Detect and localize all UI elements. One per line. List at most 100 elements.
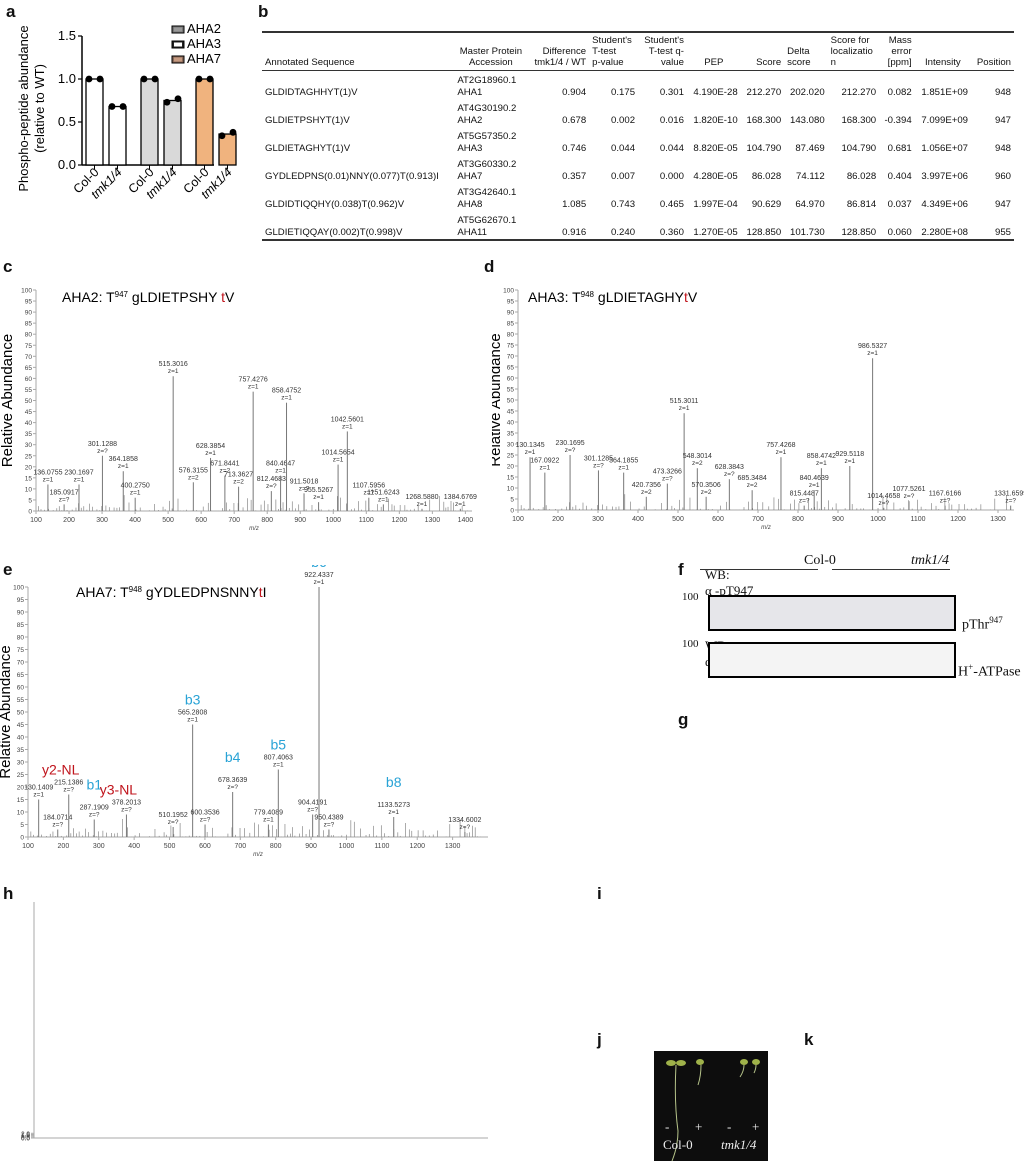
y-tick-label: 1.0 xyxy=(21,1133,30,1140)
cell-score: 212.270 xyxy=(746,86,782,98)
peak-label: 628.3843 xyxy=(715,464,744,471)
seedling-root-tmk-iaa xyxy=(753,1064,757,1074)
y-tick-label: 80 xyxy=(17,635,25,642)
panel-f-western-blot: WB: α -pT947 WB: α-AHA2-Cat Col-0 tmk1/4… xyxy=(682,553,1024,685)
peak-label: 840.4639 xyxy=(800,475,829,482)
y-tick-label: 20 xyxy=(507,464,515,471)
peak-charge: z=? xyxy=(1005,498,1016,505)
peak-charge: z=? xyxy=(63,787,74,794)
cell-position: 947 xyxy=(994,114,1011,126)
spectrum-title: AHA7: T948 gYDLEDPNSNNYtI xyxy=(76,584,267,600)
peak-charge: z=? xyxy=(593,462,604,469)
x-tick-label: 1300 xyxy=(990,516,1006,523)
y-tick-label: 75 xyxy=(17,647,25,654)
peak-charge: z=? xyxy=(565,447,576,454)
panel-label-k: k xyxy=(804,1030,814,1049)
column-header-line: error xyxy=(891,46,912,58)
cell-annotated-sequence: GLDIDTAGHHYT(1)V xyxy=(265,86,358,98)
column-header-line: Student's xyxy=(644,35,684,46)
title-superscript: 948 xyxy=(581,290,595,299)
peak-charge: z=? xyxy=(299,485,310,492)
column-header-line: Delta xyxy=(787,46,810,58)
wb1-label: WB: α -pT947 xyxy=(705,567,753,600)
data-point xyxy=(96,75,104,83)
photo-label-minus-1: - xyxy=(665,1119,670,1134)
peak-label: 911.5018 xyxy=(290,478,319,485)
y-tick-label: 75 xyxy=(507,343,515,350)
y-tick-label: 90 xyxy=(25,310,33,317)
y-tick-label: 40 xyxy=(507,420,515,427)
panel-label-g: g xyxy=(678,710,689,729)
column-header-line: Accession xyxy=(469,57,513,69)
y-tick-label: 100 xyxy=(21,288,32,295)
y-tick-label: 40 xyxy=(17,735,25,742)
photo-j-seedlings: - + - + Col-0 tmk1/4 xyxy=(654,1051,768,1162)
cell-intensity: 7.099E+09 xyxy=(921,114,968,126)
x-tick-label: 900 xyxy=(294,517,306,524)
x-tick-label: 400 xyxy=(129,517,141,524)
cell-position: 948 xyxy=(994,86,1011,98)
peak-label: 1331.6599 xyxy=(994,491,1024,498)
x-tick-label: 600 xyxy=(712,516,724,523)
peak-label: 904.4191 xyxy=(298,800,327,807)
x-tick-label: 1300 xyxy=(425,517,441,524)
peak-charge: z=? xyxy=(940,498,951,505)
cell-localization-score: 86.814 xyxy=(846,198,877,210)
peak-charge: z=1 xyxy=(118,463,129,470)
peak-label: 515.3011 xyxy=(670,398,699,405)
title-superscript: 948 xyxy=(129,585,143,594)
x-axis-label: m/z xyxy=(249,526,259,532)
column-header-line: Score for xyxy=(830,35,870,46)
peak-label: 713.3627 xyxy=(224,472,253,479)
peak-label: 1014.4658 xyxy=(867,493,900,500)
peak-label: 565.2808 xyxy=(178,710,207,717)
panel-label-e: e xyxy=(3,560,13,579)
ion-label-b1: b1 xyxy=(86,777,102,793)
chart-d-ms-spectrum-aha3: 0 5 10 15 20 25 30 35 40 45 50 55 60 65 70 75 80 85 90 95 10… xyxy=(492,288,1024,532)
data-point xyxy=(163,98,171,106)
peak-label: 301.1285 xyxy=(584,455,613,462)
title-sequence: gYDLEDPNSNNY xyxy=(142,584,259,600)
photo-label-tmk14: tmk1/4 xyxy=(721,1137,757,1152)
peak-charge: z=? xyxy=(307,807,318,814)
y-tick-label: 50 xyxy=(17,710,25,717)
peak-charge: z=1 xyxy=(388,809,399,816)
column-header-line: Student's xyxy=(592,35,632,46)
y-axis-label: Relative Abundance xyxy=(0,645,14,778)
cell-localization-score: 104.790 xyxy=(841,142,877,154)
y-tick-label: 0 xyxy=(20,835,24,842)
y-tick-label: 45 xyxy=(507,409,515,416)
peak-label: 548.3014 xyxy=(683,453,712,460)
y-tick-label: 90 xyxy=(507,310,515,317)
cell-position: 955 xyxy=(994,226,1011,238)
peak-label: 184.0714 xyxy=(43,815,72,822)
peak-label: 628.3854 xyxy=(196,443,225,450)
x-tick-label: 1200 xyxy=(409,843,425,850)
peak-charge: z=? xyxy=(121,807,132,814)
cell-annotated-sequence: GLDIDTIQQHY(0.038)T(0.962)V xyxy=(265,198,405,210)
table-b-phosphopeptides: Annotated Sequence Master Protein Accessio… xyxy=(262,31,1014,241)
table-header-row: Annotated Sequence Master Protein Accessio… xyxy=(262,32,1014,71)
y-tick-label: 25 xyxy=(507,453,515,460)
bar-aha7-0 xyxy=(195,78,214,166)
cell-delta-score: 87.469 xyxy=(795,142,825,154)
y-tick-label: 35 xyxy=(17,747,25,754)
title-end: I xyxy=(263,584,267,600)
cell-q-value: 0.000 xyxy=(659,170,684,182)
band-label-h-atpase: H+-ATPase xyxy=(958,662,1021,681)
cell-mass-error: -0.394 xyxy=(884,114,912,126)
x-tick-label: 1100 xyxy=(910,516,925,523)
cell-localization-score: 212.270 xyxy=(841,86,877,98)
peak-label: 1107.5956 xyxy=(353,483,386,490)
peak-charge: z=? xyxy=(52,822,63,829)
peak-label: 1384.6769 xyxy=(444,494,477,501)
accession-id: AT2G18960.1 xyxy=(457,75,517,87)
y-tick-label: 1.5 xyxy=(58,28,76,43)
cell-localization-score: 168.300 xyxy=(841,114,877,126)
peak-charge: z=? xyxy=(266,483,277,490)
cell-delta-score: 202.020 xyxy=(789,86,825,98)
y-tick-label: 10 xyxy=(25,486,33,493)
column-header: Score xyxy=(741,32,785,71)
x-tick-label: 1100 xyxy=(374,843,389,850)
peak-label: 678.3639 xyxy=(218,777,247,784)
